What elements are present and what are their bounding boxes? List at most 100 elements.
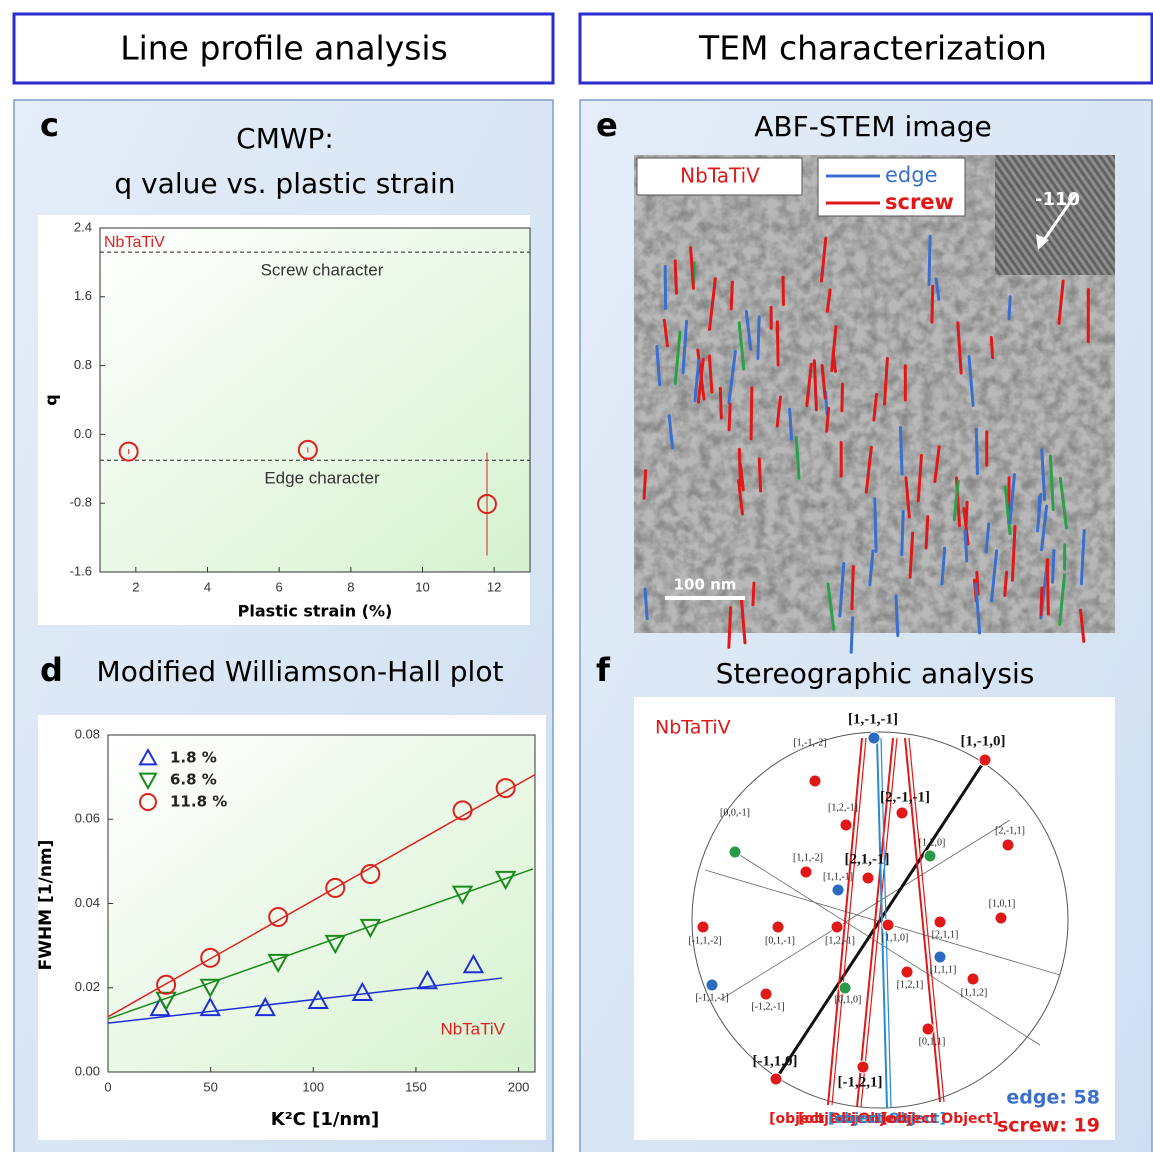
dislocation-segment: [1041, 588, 1042, 615]
dislocation-segment: [842, 384, 843, 411]
dislocation-segment: [991, 337, 992, 357]
dislocation-segment: [1009, 297, 1010, 319]
y-axis-label: FWHM [1/nm]: [36, 840, 56, 971]
y-tick-label: 0.08: [75, 726, 100, 741]
y-axis-label: q: [42, 394, 61, 405]
legend-label: 11.8 %: [170, 793, 227, 811]
legend-label: screw: [885, 190, 954, 214]
y-tick-label: 2.4: [74, 219, 92, 234]
dislocation-segment: [900, 428, 902, 474]
dislocation-segment: [731, 282, 732, 309]
x-tick-label: 50: [203, 1079, 217, 1094]
pole-dot: [934, 951, 946, 963]
pole-label: [1,1,-2]: [793, 852, 823, 863]
sample-label: NbTaTiV: [680, 164, 760, 188]
dislocation-segment: [739, 449, 740, 485]
y-tick-label: 1.6: [74, 288, 92, 303]
pole-dot: [770, 1073, 782, 1085]
panel-letter: f: [596, 651, 611, 689]
dislocation-segment: [976, 429, 977, 473]
chart-title: CMWP:: [236, 122, 334, 155]
pole-label: [0,1,1]: [919, 1036, 946, 1047]
dislocation-segment: [1047, 560, 1048, 615]
pole-label: [-1,1,-1]: [695, 992, 728, 1003]
x-axis-label: K²C [1/nm]: [271, 1109, 379, 1130]
legend-label: 1.8 %: [170, 749, 217, 767]
pole-dot: [995, 912, 1007, 924]
pole-label: [-1,1,0]: [753, 1053, 798, 1069]
x-tick-label: 6: [276, 579, 283, 594]
pole-dot: [967, 973, 979, 985]
pole-dot: [832, 884, 844, 896]
pole-dot: [1002, 839, 1014, 851]
dislocation-segment: [896, 596, 898, 636]
pole-label: [1,2,1]: [897, 979, 924, 990]
panel-letter: c: [40, 106, 59, 144]
y-tick-label: 0.04: [75, 895, 100, 910]
dislocation-segment: [827, 408, 829, 431]
pole-dot: [868, 732, 880, 744]
y-tick-label: 0.02: [75, 979, 100, 994]
panel-title: ABF-STEM image: [754, 110, 991, 143]
x-tick-label: 8: [347, 579, 354, 594]
pole-dot: [800, 866, 812, 878]
panel-letter: d: [40, 651, 63, 689]
legend-label: 6.8 %: [170, 771, 217, 789]
x-tick-label: 2: [132, 579, 139, 594]
pole-label: [-1,2,-1]: [751, 1001, 784, 1012]
pole-dot: [760, 988, 772, 1000]
pole-label: [2,-1,1]: [995, 825, 1025, 836]
chart-subtitle: q value vs. plastic strain: [114, 167, 455, 200]
dislocation-segment: [929, 236, 930, 284]
legend-label: edge: [885, 163, 938, 187]
dislocation-segment: [751, 388, 752, 439]
pole-dot: [706, 979, 718, 991]
pole-label: [1,0,1]: [989, 898, 1016, 909]
pole-dot: [772, 921, 784, 933]
pole-dot: [924, 850, 936, 862]
x-tick-label: 12: [487, 579, 501, 594]
pole-label: [1,-1,-1]: [848, 711, 898, 727]
sample-label: NbTaTiV: [655, 717, 731, 739]
pole-dot: [922, 1023, 934, 1035]
dislocation-segment: [1053, 551, 1054, 583]
reference-label: Edge character: [264, 469, 380, 488]
count-label: edge: 58: [1006, 1087, 1100, 1109]
y-tick-label: -1.6: [70, 563, 92, 578]
pole-dot: [979, 754, 991, 766]
pole-dot: [934, 916, 946, 928]
x-tick-label: 4: [204, 579, 211, 594]
pole-label: [1,1,-1]: [823, 871, 853, 882]
x-tick-label: 150: [405, 1079, 427, 1094]
dislocation-segment: [729, 404, 730, 430]
pole-label: [-1,2,1]: [838, 1074, 883, 1090]
dislocation-segment: [645, 589, 647, 619]
pole-label: [0,1,0]: [835, 994, 862, 1005]
annotation: NbTaTiV: [104, 234, 165, 251]
figure: Line profile analysis TEM characterizati…: [0, 0, 1153, 1152]
pole-label: [1,2,-1]: [825, 935, 855, 946]
pole-dot: [862, 872, 874, 884]
dislocation-segment: [777, 322, 778, 365]
reference-label: Screw character: [261, 261, 384, 280]
pole-label: [-1,1,-2]: [688, 935, 721, 946]
header-title: Line profile analysis: [120, 29, 448, 68]
y-tick-label: -0.8: [70, 495, 92, 510]
dislocation-segment: [932, 286, 933, 322]
dislocation-segment: [852, 567, 853, 609]
pole-label: [1,2,0]: [919, 837, 946, 848]
y-tick-label: 0.00: [75, 1063, 100, 1078]
angle-label: [object Object]: [881, 1111, 999, 1127]
dislocation-segment: [965, 531, 967, 561]
dislocation-segment: [675, 261, 676, 293]
header-title: TEM characterization: [698, 29, 1047, 68]
pole-label: [2,1,-1]: [845, 851, 890, 867]
plot-area: [100, 228, 530, 572]
dislocation-segment: [729, 608, 731, 647]
pole-dot: [729, 846, 741, 858]
y-tick-label: 0.0: [74, 426, 92, 441]
pole-label: [2,-1,-1]: [880, 789, 930, 805]
dislocation-segment: [875, 499, 876, 552]
pole-label: [1,-1,-2]: [793, 737, 826, 748]
count-label: screw: 19: [997, 1115, 1100, 1137]
